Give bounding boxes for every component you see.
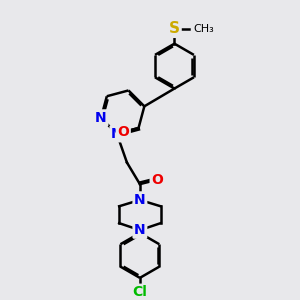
Text: O: O xyxy=(151,173,163,187)
Text: N: N xyxy=(134,193,146,207)
Text: Cl: Cl xyxy=(132,285,147,299)
Text: N: N xyxy=(111,127,123,141)
Text: N: N xyxy=(134,223,146,237)
Text: N: N xyxy=(95,111,107,125)
Text: O: O xyxy=(117,125,129,139)
Text: CH₃: CH₃ xyxy=(193,24,214,34)
Text: S: S xyxy=(169,21,180,36)
